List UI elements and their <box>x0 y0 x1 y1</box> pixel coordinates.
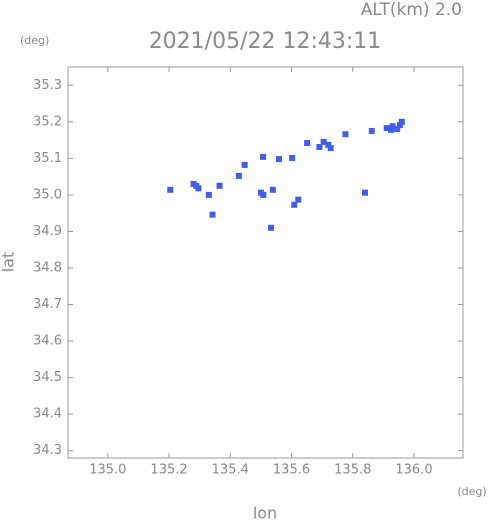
y-tick-label: 35.1 <box>33 151 62 166</box>
echo-cell <box>389 123 396 130</box>
echo-cell <box>342 131 349 138</box>
echo-cell <box>216 182 223 189</box>
x-tick-label: 135.6 <box>273 463 310 478</box>
y-tick-label: 34.5 <box>33 370 62 385</box>
echo-cell <box>195 185 202 192</box>
plot-frame <box>67 66 464 459</box>
x-tick-label: 135.2 <box>150 463 187 478</box>
y-tick-label: 34.8 <box>33 260 62 275</box>
x-axis-title: lon <box>253 504 277 521</box>
echo-cell <box>167 186 174 193</box>
echo-cell <box>362 189 369 196</box>
y-tick-label: 34.9 <box>33 224 62 239</box>
y-tick-label: 34.3 <box>33 443 62 458</box>
y-unit: (deg) <box>20 34 49 47</box>
echo-cell <box>394 126 401 133</box>
x-tick-label: 135.4 <box>212 463 249 478</box>
y-tick-label: 35.0 <box>33 187 62 202</box>
x-tick-label: 136.0 <box>395 463 432 478</box>
echo-cell <box>316 144 323 151</box>
echo-cell <box>260 191 267 198</box>
chart-title: 2021/05/22 12:43:11 <box>149 29 382 54</box>
echo-cell <box>275 156 282 163</box>
echo-cell <box>241 161 248 168</box>
x-tick-label: 135.8 <box>334 463 371 478</box>
x-unit: (deg) <box>457 485 486 498</box>
echo-cell <box>209 211 216 218</box>
y-tick-label: 35.3 <box>33 78 62 93</box>
echo-cell <box>190 180 197 187</box>
echo-cell <box>205 191 212 198</box>
echo-cell <box>291 201 298 208</box>
echo-cell <box>398 118 405 125</box>
echo-cell <box>260 153 267 160</box>
echo-cell <box>325 141 332 148</box>
echo-cell <box>289 154 296 161</box>
y-axis-title: lat <box>0 252 18 273</box>
y-tick-label: 34.7 <box>33 297 62 312</box>
x-tick-label: 135.0 <box>89 463 126 478</box>
y-tick-label: 34.4 <box>33 407 62 422</box>
altitude-label: ALT(km) 2.0 <box>361 0 462 20</box>
echo-cell <box>368 127 375 134</box>
y-tick-label: 34.6 <box>33 334 62 349</box>
echo-cell <box>295 196 302 203</box>
echo-cell <box>388 126 395 133</box>
echo-cell <box>269 186 276 193</box>
echo-cell <box>320 138 327 145</box>
y-tick-label: 35.2 <box>33 114 62 129</box>
echo-cell <box>304 140 311 147</box>
echo-cell <box>268 224 275 231</box>
echo-cell <box>327 145 334 152</box>
echo-cell <box>235 172 242 179</box>
echo-cell <box>396 122 403 129</box>
echo-cell <box>383 125 390 132</box>
